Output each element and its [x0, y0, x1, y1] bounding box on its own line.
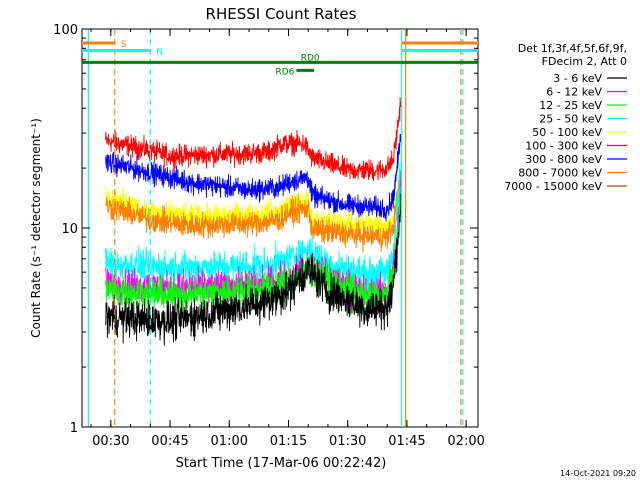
chart-title: RHESSI Count Rates [206, 5, 357, 23]
series-line-800-7000keV [105, 169, 402, 253]
series-line-100-300keV [105, 97, 402, 181]
legend-entry-label: 25 - 50 keV [539, 113, 602, 126]
flag-label-S: S [121, 40, 127, 50]
legend: Det 1f,3f,4f,5f,6f,9f, FDecim 2, Att 0 3… [504, 42, 627, 193]
x-tick-label: 00:45 [151, 434, 188, 449]
x-tick-label: 01:45 [388, 434, 425, 449]
legend-entry-label: 7000 - 15000 keV [504, 180, 602, 193]
y-tick-label: 10 [61, 222, 78, 237]
y-tick-label: 100 [53, 23, 78, 38]
y-tick-label: 1 [70, 421, 78, 436]
legend-entry-label: 3 - 6 keV [553, 72, 602, 85]
x-tick-label: 02:00 [447, 434, 484, 449]
x-axis-label: Start Time (17-Mar-06 00:22:42) [176, 456, 387, 471]
legend-header-line-2: FDecim 2, Att 0 [542, 55, 627, 68]
x-tick-label: 01:00 [211, 434, 248, 449]
series-line-12-25keV [105, 188, 402, 316]
legend-entry-label: 6 - 12 keV [546, 86, 602, 99]
footer-timestamp: 14-Oct-2021 09:20 [560, 469, 636, 478]
y-axis-label: Count Rate (s⁻¹ detector segment⁻¹) [29, 118, 43, 338]
legend-entry-label: 800 - 7000 keV [518, 167, 602, 180]
legend-entry-label: 300 - 800 keV [525, 153, 602, 166]
flag-label-RD6: RD6 [275, 67, 294, 77]
legend-entry-label: 12 - 25 keV [539, 99, 602, 112]
legend-entry-label: 100 - 300 keV [525, 140, 602, 153]
flag-label-RD0: RD0 [301, 53, 320, 63]
legend-entry-label: 50 - 100 keV [532, 126, 602, 139]
x-tick-label: 01:15 [270, 434, 307, 449]
series-line-300-800keV [105, 133, 402, 222]
series-line-3-6keV [105, 193, 402, 346]
x-tick-label: 00:30 [92, 434, 129, 449]
x-tick-label: 01:30 [329, 434, 366, 449]
legend-header-line-1: Det 1f,3f,4f,5f,6f,9f, [518, 42, 627, 55]
flag-label-N: N [156, 47, 163, 57]
